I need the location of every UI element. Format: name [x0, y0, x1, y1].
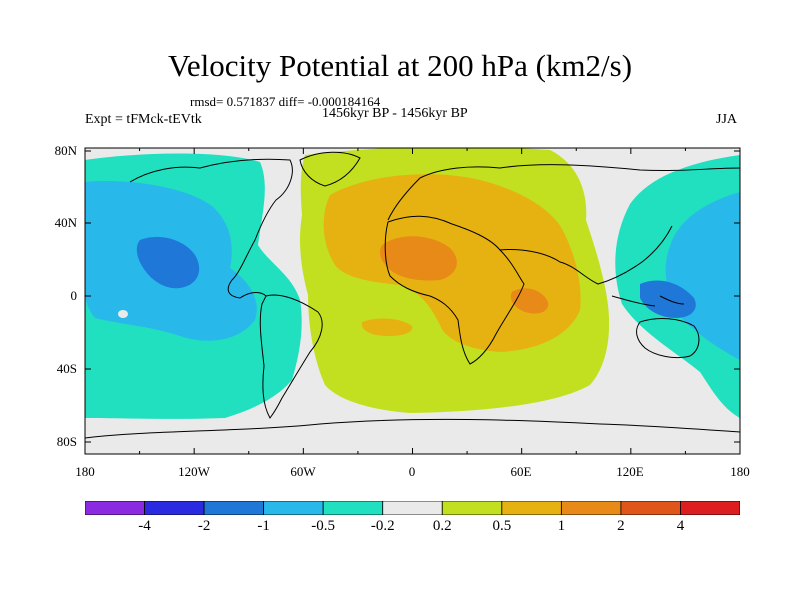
- europe-coast: [387, 164, 740, 221]
- neutral-islet: [118, 310, 128, 318]
- colorbar-swatch: [85, 501, 145, 515]
- period-label: 1456kyr BP - 1456kyr BP: [322, 106, 468, 121]
- colorbar-swatch: [322, 501, 384, 515]
- lon-label: 60E: [511, 464, 532, 479]
- indian-strong-positive: [510, 288, 549, 314]
- lat-label: 80S: [57, 434, 77, 449]
- colorbar-swatch: [263, 501, 324, 515]
- africa-coast: [384, 215, 525, 365]
- lat-label: 40S: [57, 361, 77, 376]
- colorbar-swatch: [382, 501, 443, 515]
- colorbar-label: -0.5: [311, 518, 336, 534]
- colorbar-swatch: [501, 501, 562, 515]
- greenland-coast: [299, 151, 361, 187]
- map-title: Velocity Potential at 200 hPa (km2/s): [167, 48, 633, 83]
- atlantic-mod-positive: [361, 318, 413, 336]
- contour-field: [85, 148, 740, 454]
- colorbar-label: -4: [138, 518, 151, 534]
- colorbar: [85, 501, 740, 515]
- lon-label: 120W: [178, 464, 211, 479]
- colorbar-label: -0.2: [370, 518, 395, 534]
- stats-line: rmsd= 0.571837 diff= -0.000184164: [190, 94, 381, 109]
- lat-label: 40N: [55, 215, 78, 230]
- colorbar-label: 1: [557, 518, 566, 534]
- colorbar-label: 4: [676, 518, 685, 534]
- lon-label: 120E: [616, 464, 644, 479]
- colorbar-swatch: [560, 501, 622, 515]
- colorbar-swatch: [441, 501, 503, 515]
- asia-south-coast: [499, 225, 673, 285]
- lon-label: 180: [75, 464, 95, 479]
- colorbar-swatch: [680, 501, 740, 515]
- pacific-west-mod-negative: [665, 192, 740, 360]
- colorbar-label: -1: [257, 518, 270, 534]
- australia-coast: [636, 318, 700, 359]
- colorbar-label: -2: [197, 518, 211, 534]
- experiment-label: Expt = tFMck-tEVtk: [85, 112, 202, 127]
- colorbar-label: 2: [617, 518, 625, 534]
- season-label: JJA: [716, 112, 738, 127]
- coastlines: [85, 151, 740, 439]
- lon-label: 180: [730, 464, 750, 479]
- lon-label: 0: [409, 464, 416, 479]
- colorbar-swatch: [144, 501, 205, 515]
- lat-axis-labels: 80N 40N 0 40S 80S: [55, 143, 78, 449]
- lon-axis-labels: 180 120W 60W 0 60E 120E 180: [75, 464, 750, 479]
- lat-label: 80N: [55, 143, 78, 158]
- antarctica-coast: [85, 418, 740, 439]
- lon-label: 60W: [290, 464, 316, 479]
- africa-strong-positive: [380, 236, 457, 281]
- axis-ticks: [84, 148, 741, 454]
- colorbar-swatch: [620, 501, 681, 515]
- colorbar-label: 0.5: [492, 518, 512, 534]
- north-america-coast: [129, 158, 293, 299]
- colorbar-swatch: [203, 501, 265, 515]
- pacific-east-strong-negative: [136, 236, 200, 289]
- colorbar-label: 0.2: [432, 518, 452, 534]
- south-america-coast: [259, 294, 323, 419]
- maritime-continent-coast: [611, 295, 685, 307]
- lat-label: 0: [71, 288, 78, 303]
